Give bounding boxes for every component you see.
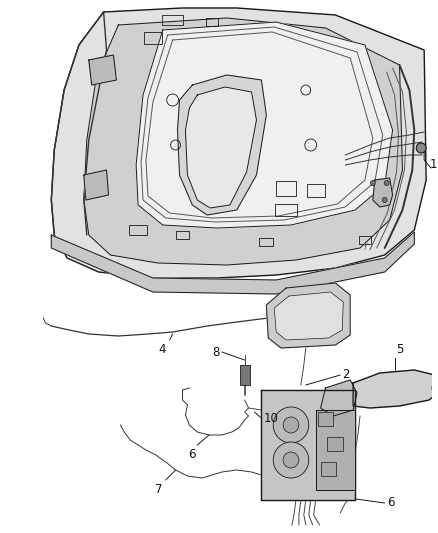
Text: 7: 7 <box>155 483 163 496</box>
Circle shape <box>283 417 299 433</box>
Circle shape <box>416 143 426 153</box>
Bar <box>162 15 184 25</box>
Polygon shape <box>136 22 392 228</box>
Polygon shape <box>84 18 403 265</box>
Circle shape <box>273 407 309 443</box>
Polygon shape <box>373 178 392 207</box>
Polygon shape <box>51 232 414 294</box>
Bar <box>240 365 250 385</box>
Text: 2: 2 <box>342 367 350 381</box>
Bar <box>321 462 336 476</box>
Text: 8: 8 <box>212 345 220 359</box>
Text: 6: 6 <box>188 448 195 461</box>
Text: 4: 4 <box>158 343 166 356</box>
Polygon shape <box>185 87 257 208</box>
Text: 1: 1 <box>430 158 438 172</box>
Polygon shape <box>177 75 266 215</box>
Bar <box>307 183 325 197</box>
Polygon shape <box>261 390 355 500</box>
Circle shape <box>432 381 438 395</box>
Bar <box>129 225 147 235</box>
Text: 10: 10 <box>263 411 278 424</box>
Text: 6: 6 <box>387 497 394 510</box>
Polygon shape <box>51 8 426 278</box>
Polygon shape <box>274 292 343 340</box>
Bar <box>259 238 273 246</box>
Polygon shape <box>321 380 357 416</box>
Circle shape <box>382 198 387 203</box>
Polygon shape <box>84 170 109 200</box>
Text: Y: Y <box>362 244 367 253</box>
Bar <box>176 231 189 239</box>
Bar <box>359 236 371 244</box>
Polygon shape <box>316 410 355 490</box>
Bar <box>328 437 343 451</box>
Polygon shape <box>266 283 350 348</box>
Polygon shape <box>89 55 117 85</box>
Bar <box>275 204 297 216</box>
Bar <box>144 32 162 44</box>
Bar <box>276 181 296 196</box>
Bar <box>318 412 333 426</box>
Circle shape <box>371 181 375 185</box>
Polygon shape <box>353 370 438 408</box>
Bar <box>206 18 218 26</box>
Text: 5: 5 <box>396 343 404 356</box>
Circle shape <box>283 452 299 468</box>
Circle shape <box>384 181 389 185</box>
Circle shape <box>273 442 309 478</box>
Circle shape <box>436 385 438 391</box>
